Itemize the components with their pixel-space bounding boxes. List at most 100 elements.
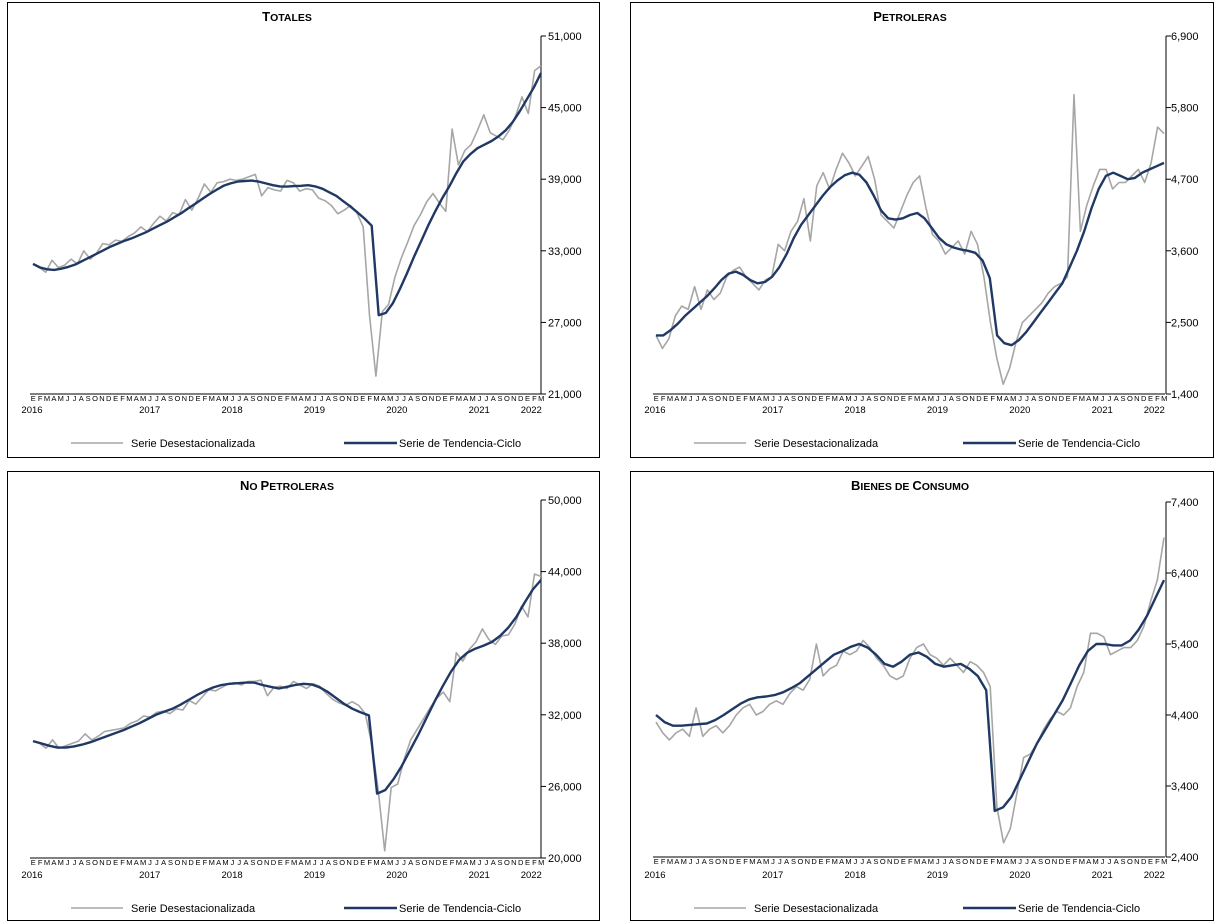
x-month-label: S [791,857,796,866]
x-month-label: M [1079,857,1085,866]
x-month-label: J [66,394,70,403]
x-month-label: A [1114,857,1119,866]
x-month-label: A [702,394,707,403]
x-year-label: 2020 [1009,870,1030,881]
x-year-label: 2021 [469,870,490,881]
x-month-label: M [763,857,769,866]
x-month-label: D [729,857,735,866]
x-month-label: D [976,394,982,403]
x-month-label: J [936,394,940,403]
x-month-label: E [736,394,741,403]
series-desestacionalizada-line [655,93,1165,386]
series-tendencia-ciclo-line [656,161,1165,347]
x-month-label: D [894,857,900,866]
x-month-label: J [853,394,857,403]
x-month-label: D [353,858,359,867]
x-month-label: A [244,858,249,867]
x-month-label: F [1155,857,1160,866]
x-month-label: A [326,858,331,867]
x-month-label: D [1141,857,1147,866]
y-tick-label: 4,700 [1171,174,1199,186]
x-month-label: S [86,858,91,867]
x-month-label: S [873,857,878,866]
x-month-label: M [222,858,228,867]
x-month-label: A [491,858,496,867]
x-month-label: M [209,394,215,403]
x-year-label: 2016 [644,870,665,881]
y-tick-label: 5,800 [1171,103,1199,115]
x-year-label: 2019 [927,870,948,881]
x-month-label: D [811,857,817,866]
panel-petroleras: PETROLERAS 6,900 5,800 4,700 3,600 2,500 1,400… [630,2,1214,458]
x-month-label: D [1059,857,1065,866]
x-month-label: E [901,394,906,403]
x-month-label: N [1052,394,1057,403]
x-month-label: A [381,858,386,867]
x-month-label: M [469,394,475,403]
y-tick-label: 32,000 [548,710,582,722]
x-month-label: A [463,394,468,403]
x-month-label: J [73,858,77,867]
x-month-label: N [805,394,810,403]
x-month-label: J [230,394,234,403]
x-month-label: J [155,394,159,403]
x-month-label: M [681,394,687,403]
x-month-label: J [1025,394,1029,403]
series-tendencia-ciclo-line [32,72,543,317]
x-month-label: O [1127,394,1133,403]
x-year-label: 2018 [222,405,243,416]
x-month-label: J [237,858,241,867]
x-month-label: A [134,394,139,403]
x-month-label: N [887,394,892,403]
y-tick-label: 27,000 [548,317,582,329]
x-year-label: 2020 [386,870,407,881]
x-month-label: F [1155,394,1160,403]
chart-svg: BIENES DE CONSUMO 7,400 6,400 5,400 4,400 3,4… [644,478,1198,915]
y-tick-label: 2,500 [1171,317,1199,329]
x-month-label: A [79,858,84,867]
y-tick-label: 44,000 [548,567,582,579]
legend-label-desestacionalizada: Serie Desestacionalizada [131,903,256,915]
x-month-label: A [216,394,221,403]
x-month-label: E [901,857,906,866]
x-month-label: O [339,394,345,403]
x-month-label: M [58,858,64,867]
x-month-label: F [908,394,913,403]
x-month-label: O [880,857,886,866]
x-month-label: M [845,394,851,403]
x-month-label: A [381,394,386,403]
x-month-label: E [983,857,988,866]
x-month-label: M [1092,394,1098,403]
x-month-label: O [1045,857,1051,866]
x-year-label: 2022 [521,870,542,881]
x-month-label: J [313,394,317,403]
x-month-label: E [278,858,283,867]
x-month-label: A [408,394,413,403]
x-month-label: J [860,857,864,866]
x-month-label: J [771,857,775,866]
x-month-label: O [797,857,803,866]
x-month-label: J [484,858,488,867]
chart-svg: TOTALES 51,000 45,000 39,000 33,000 27,000 21,… [21,9,582,450]
x-month-label: M [832,394,838,403]
x-month-label: S [1121,857,1126,866]
x-month-label: J [778,857,782,866]
x-month-label: J [230,858,234,867]
series-desestacionalizada-line [32,65,542,377]
x-month-label: A [867,857,872,866]
x-month-label: D [1141,394,1147,403]
x-month-label: A [1031,857,1036,866]
chart-title: BIENES DE CONSUMO [851,478,969,493]
x-month-label: S [709,394,714,403]
x-month-label: O [962,857,968,866]
x-month-label: M [373,858,379,867]
x-month-label: O [1045,394,1051,403]
x-month-label: N [969,857,974,866]
x-month-label: N [264,858,269,867]
x-month-label: M [373,394,379,403]
x-month-label: M [291,394,297,403]
x-month-label: J [1025,857,1029,866]
x-month-label: M [1161,394,1167,403]
x-month-label: J [402,858,406,867]
x-month-label: N [511,394,516,403]
